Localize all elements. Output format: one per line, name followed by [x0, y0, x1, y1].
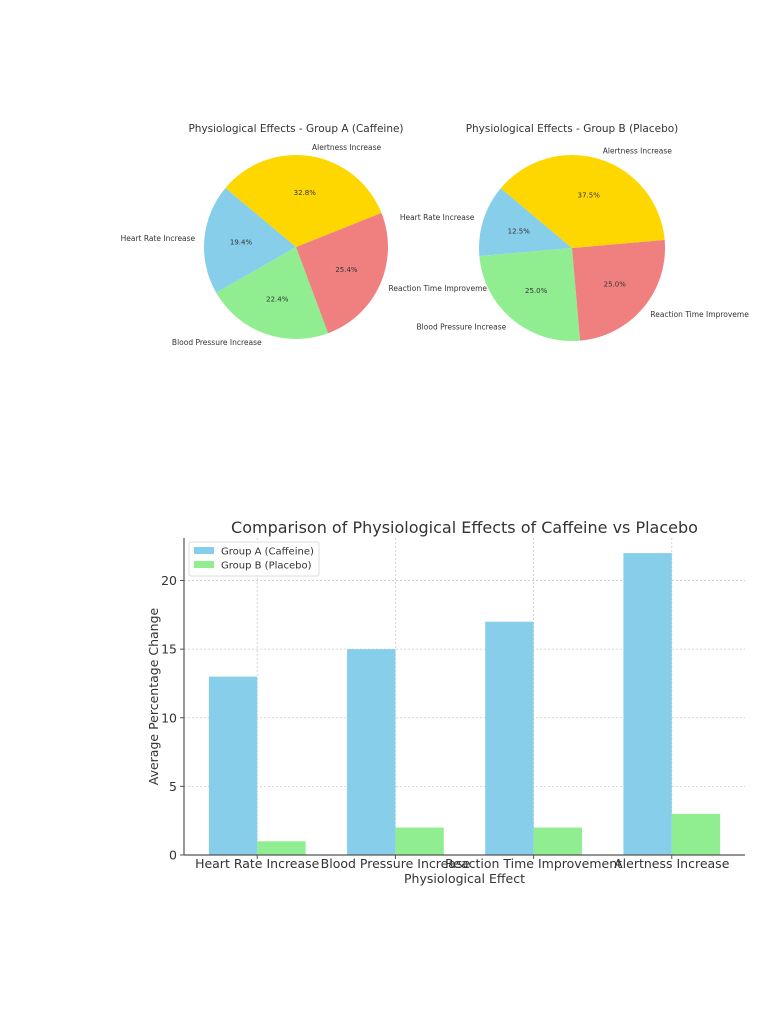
bar-group-b	[671, 813, 721, 855]
x-tick-label: Heart Rate Increase	[195, 856, 320, 871]
pie-slice	[572, 239, 665, 341]
pie-percent-label: 22.4%	[266, 295, 289, 303]
pie-slice	[478, 188, 572, 257]
pie-percent-label: 25.4%	[335, 266, 358, 274]
legend-swatch	[194, 561, 214, 568]
bar-group-a	[485, 621, 534, 855]
legend-label: Group B (Placebo)	[221, 561, 312, 572]
y-axis-label: Average Percentage Change	[146, 607, 161, 785]
pie-slice-label: Heart Rate Increase	[400, 213, 475, 222]
pie-percent-label: 25.0%	[604, 280, 627, 288]
bar-group-b	[395, 827, 444, 855]
pie-percent-label: 37.5%	[578, 191, 601, 199]
pie-slice-label: Blood Pressure Increase	[417, 322, 507, 331]
pie-slice	[225, 154, 382, 247]
pie-slice	[500, 155, 665, 248]
y-tick-label: 20	[161, 573, 177, 588]
legend-swatch	[194, 547, 214, 554]
y-tick-label: 10	[161, 710, 177, 725]
pie-title: Physiological Effects - Group B (Placebo…	[466, 123, 679, 135]
pie-slice	[296, 212, 388, 334]
pie-percent-label: 32.8%	[294, 189, 317, 197]
x-tick-label: Blood Pressure Increase	[321, 856, 471, 871]
pie-title: Physiological Effects - Group A (Caffein…	[188, 123, 403, 135]
legend: Group A (Caffeine) Group B (Placebo)	[188, 541, 320, 577]
y-tick-label: 0	[169, 848, 177, 863]
chart-title: Comparison of Physiological Effects of C…	[231, 518, 698, 537]
pie-slice	[204, 187, 296, 293]
bar-group-b	[257, 841, 306, 855]
bar-group-a	[347, 649, 396, 855]
bar-chart: 0 5 10 15 20 Heart Rate Increase Blood Pressur…	[146, 518, 745, 886]
pie-percent-label: 25.0%	[525, 287, 548, 295]
pie-slice-label: Alertness Increase	[603, 146, 673, 155]
pie-percent-label: 12.5%	[508, 228, 531, 236]
bar-group-a	[623, 553, 672, 855]
pie-chart-group-a: Physiological Effects - Group A (Caffein…	[121, 123, 488, 347]
x-tick-label: Reaction Time Improvement	[445, 856, 622, 871]
x-tick-label: Alertness Increase	[614, 856, 730, 871]
y-tick-label: 5	[169, 779, 177, 794]
pie-slice-label: Alertness Increase	[312, 143, 382, 152]
pie-slice	[479, 248, 581, 341]
pie-slice-label: Blood Pressure Increase	[172, 338, 262, 347]
pie-slice-label: Reaction Time Improveme	[650, 310, 749, 319]
bar-group-a	[208, 676, 258, 855]
bar-group-b	[533, 827, 582, 855]
pie-slice-label: Heart Rate Increase	[121, 234, 196, 243]
pie-slice-label: Reaction Time Improveme	[389, 284, 488, 293]
legend-label: Group A (Caffeine)	[221, 547, 314, 558]
pie-slice	[216, 247, 329, 339]
x-axis-label: Physiological Effect	[404, 871, 525, 886]
pie-percent-label: 19.4%	[230, 239, 253, 247]
legend-box	[188, 541, 320, 577]
pie-chart-group-b: Physiological Effects - Group B (Placebo…	[400, 123, 749, 341]
y-tick-label: 15	[161, 642, 177, 657]
